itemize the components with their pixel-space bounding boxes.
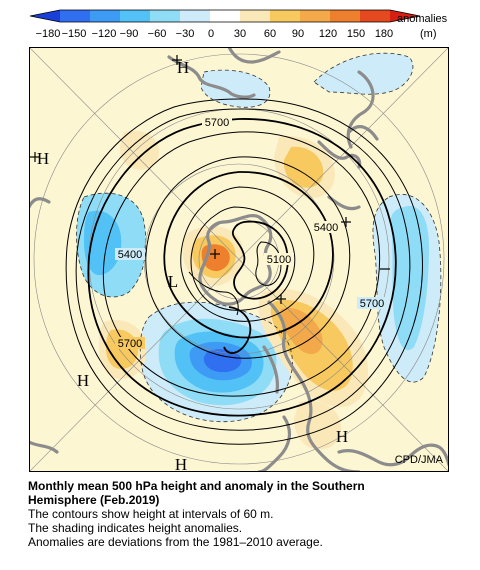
colorbar-tick-9: 60 [264,28,276,40]
colorbar-tick-6: −30 [176,28,195,40]
colorbar-segments [29,9,421,23]
colorbar-segment-9 [270,10,300,22]
high-label-west: H [37,149,49,168]
colorbar-tick-7: 0 [208,28,214,40]
colorbar-tick-1: −180 [36,28,61,40]
contour-label-5700-southwest: 5700 [118,338,142,350]
figure-caption: Monthly mean 500 hPa height and anomaly … [28,479,468,549]
colorbar-segment-3 [90,10,120,22]
colorbar-segment-5 [150,10,180,22]
contour-label-5400-east: 5400 [314,222,338,234]
colorbar-tick-2: −150 [62,28,87,40]
center-markers [30,55,390,304]
colorbar-tick-10: 90 [292,28,304,40]
colorbar-segment-10 [300,10,330,22]
colorbar-tick-12: 150 [347,28,365,40]
caption-anomaly-note: Anomalies are deviations from the 1981–2… [28,535,323,549]
high-label-south: H [175,455,187,472]
high-label-southwest: H [77,371,89,390]
colorbar-segment-13 [390,10,420,22]
contour-label-5700-top: 5700 [205,117,229,129]
low-label-center: L [168,272,178,291]
high-label-north: H [177,58,189,77]
contour-label-5700-east: 5700 [360,298,384,310]
colorbar-segment-7 [210,10,240,22]
anomaly-cold-north [201,70,270,108]
colorbar-segment-8 [240,10,270,22]
caption-shading-note: The shading indicates height anomalies. [28,521,243,535]
anomaly-colorbar: −180 −150 −120 −90 −60 −30 0 30 60 90 12… [29,9,448,40]
caption-title-line1: Monthly mean 500 hPa height and anomaly … [28,479,365,493]
colorbar-tick-11: 120 [319,28,337,40]
anomaly-warm-northeast-core [283,146,324,188]
colorbar-segment-12 [360,10,390,22]
anomaly-warm-south [294,400,342,450]
contour-label-5100: 5100 [267,254,291,266]
caption-title-line2: Hemisphere (Feb.2019) [28,493,160,507]
colorbar-segment-4 [120,10,150,22]
hemisphere-map: 5700 5400 5100 5400 5700 5700 H H H H H … [29,47,449,472]
map-credit: CPD/JMA [395,454,444,466]
colorbar-tick-5: −60 [148,28,167,40]
colorbar-tick-3: −120 [92,28,117,40]
caption-contour-note: The contours show height at intervals of… [28,507,274,521]
anomaly-cold-south-center [203,349,242,373]
anomaly-warm-northwest [119,130,159,170]
colorbar-segment-1 [30,10,60,22]
colorbar-segment-6 [180,10,210,22]
colorbar-tick-8: 30 [234,28,246,40]
contour-label-5400-west: 5400 [118,249,142,261]
high-label-southeast: H [336,427,348,446]
colorbar-tick-4: −90 [120,28,139,40]
legend-title-line1: anomalies [397,13,448,25]
legend-title-line2: (m) [420,28,437,40]
colorbar-segment-11 [330,10,360,22]
colorbar-tick-13: 180 [375,28,393,40]
colorbar-segment-2 [60,10,90,22]
